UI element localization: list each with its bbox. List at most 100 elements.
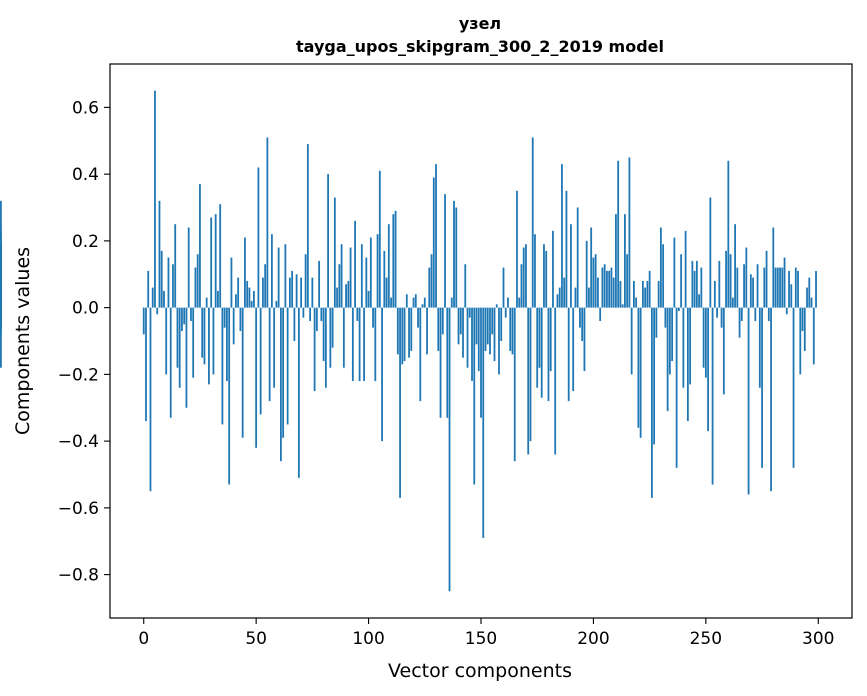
bar [293, 307, 296, 341]
bar [538, 307, 541, 368]
bar [151, 287, 154, 308]
bar [387, 224, 390, 308]
chart-subtitle: tayga_upos_skipgram_300_2_2019 model [296, 37, 664, 56]
bar [365, 257, 368, 308]
bar [637, 307, 640, 428]
bar [167, 257, 170, 308]
bar [776, 267, 779, 308]
bar [815, 270, 817, 308]
bar [581, 307, 584, 341]
bar [345, 284, 347, 308]
bar [619, 280, 622, 308]
bars-group [0, 90, 817, 592]
bar [385, 277, 388, 308]
bar [304, 254, 307, 308]
y-tick-label: −0.8 [58, 566, 99, 586]
bar [799, 307, 802, 375]
bar [354, 220, 356, 308]
bar [174, 224, 177, 308]
bar [659, 227, 662, 308]
bar [392, 214, 395, 308]
bar [698, 294, 700, 308]
bar [165, 307, 168, 375]
bar [441, 307, 444, 335]
bar [246, 280, 249, 308]
bar [315, 307, 318, 331]
bar [266, 137, 269, 308]
bar [228, 307, 231, 485]
x-tick-label: 200 [577, 629, 609, 649]
bar [664, 307, 667, 328]
y-axis-label: Components values [12, 247, 34, 435]
bar [333, 197, 336, 308]
bar [376, 234, 379, 308]
bar [693, 270, 696, 308]
bar [322, 307, 325, 362]
bar [493, 307, 496, 362]
bar [262, 277, 264, 308]
bar [338, 264, 341, 308]
y-tick-label: 0.2 [72, 232, 99, 252]
bar [178, 307, 181, 388]
bar [770, 307, 772, 492]
bar [444, 194, 446, 308]
bar [806, 287, 808, 308]
bar [707, 307, 709, 432]
bar [767, 307, 770, 321]
bar [205, 297, 208, 308]
x-axis: 0 50 100 150 200 250 300 [138, 618, 834, 649]
bar [257, 167, 260, 308]
bar [583, 307, 586, 372]
y-tick-label: 0.4 [72, 165, 99, 185]
bar [529, 307, 532, 442]
bar [783, 257, 786, 308]
bar [329, 307, 332, 368]
bar [727, 160, 730, 308]
bar [295, 274, 298, 308]
bar [154, 90, 156, 308]
bar [655, 307, 658, 338]
bar [311, 277, 314, 308]
bar [405, 294, 408, 308]
bar [552, 230, 554, 308]
bar [279, 307, 282, 462]
bar [412, 297, 415, 308]
bar [410, 307, 413, 352]
bar [390, 297, 392, 308]
bar [482, 307, 485, 538]
bar [156, 307, 159, 315]
bar [534, 234, 536, 308]
bar [419, 307, 422, 402]
bar [302, 307, 305, 318]
bar [700, 267, 703, 308]
bar [288, 277, 291, 308]
bar [747, 307, 750, 495]
bar [592, 257, 595, 308]
bar [556, 294, 559, 308]
bar [603, 264, 606, 308]
bar [794, 267, 797, 308]
bar [716, 307, 718, 318]
bar [585, 240, 588, 308]
bar [241, 307, 244, 438]
bar [518, 297, 521, 308]
bar [381, 307, 383, 442]
bar [743, 264, 745, 308]
bar [615, 214, 617, 308]
bar [650, 307, 653, 498]
bar [480, 307, 482, 418]
bar [545, 250, 548, 308]
bar [671, 307, 674, 362]
bar [457, 307, 460, 345]
bar [565, 190, 568, 308]
bar [682, 307, 685, 388]
bar [579, 307, 581, 328]
bar [244, 237, 246, 308]
bar [765, 250, 768, 308]
bar [745, 247, 748, 308]
bar [453, 200, 455, 308]
bar [217, 290, 219, 308]
bar [320, 307, 323, 321]
bar [187, 227, 190, 308]
bar [327, 174, 329, 308]
